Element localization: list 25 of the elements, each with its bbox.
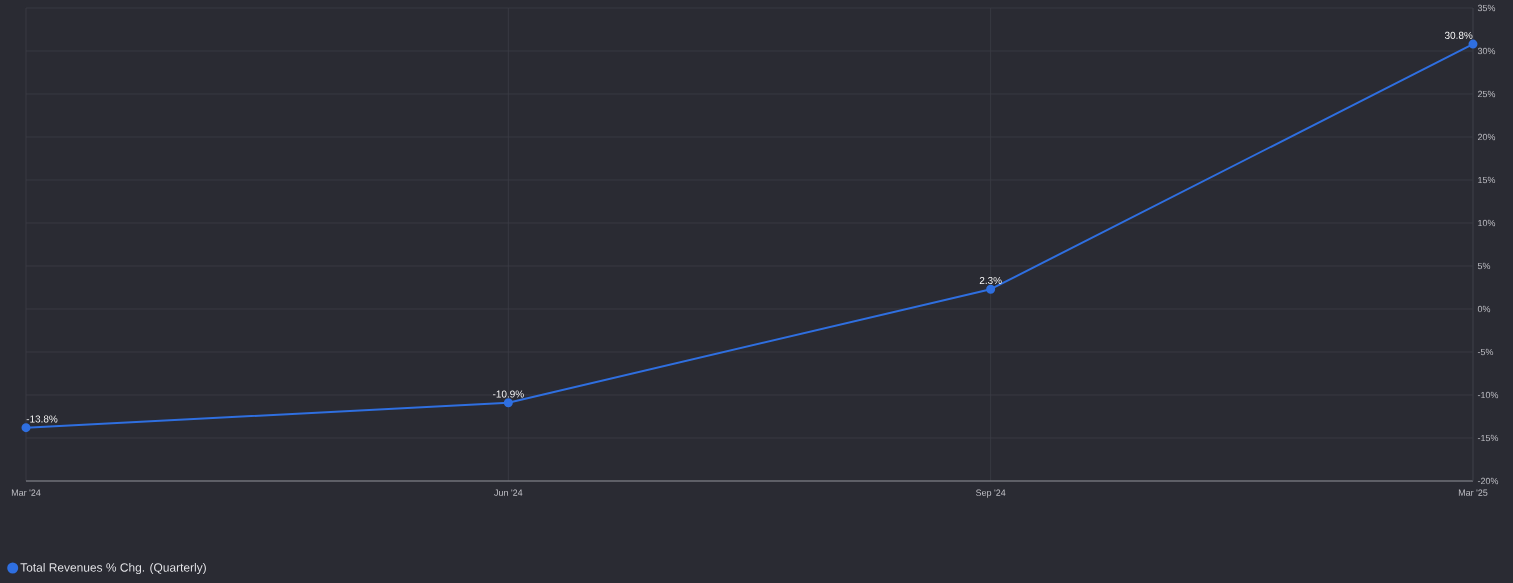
y-tick-label: -15% xyxy=(1477,434,1499,442)
data-label: -10.9% xyxy=(492,390,524,398)
x-tick-label: Sep '24 xyxy=(976,489,1006,498)
y-tick-label: 30% xyxy=(1477,47,1496,55)
y-tick-label: -20% xyxy=(1477,477,1499,485)
y-tick-label: 10% xyxy=(1478,219,1496,227)
y-tick-label: 15% xyxy=(1478,176,1496,184)
y-tick-label: 20% xyxy=(1477,133,1496,141)
x-tick-label: Mar '24 xyxy=(11,489,41,496)
data-label: -13.8% xyxy=(26,415,58,423)
point xyxy=(1468,39,1478,49)
x-tick-label: Mar '25 xyxy=(1458,489,1488,496)
legend-label: Total Revenues % Chg. (Quarterly) xyxy=(20,562,206,575)
point xyxy=(21,423,31,433)
x-tick-label: Jun '24 xyxy=(494,489,523,496)
y-tick-label: 0% xyxy=(1477,305,1491,313)
y-tick-label: -10% xyxy=(1477,391,1499,399)
point xyxy=(503,398,513,408)
data-label: 30.8% xyxy=(1444,31,1473,39)
data-label: 2.3% xyxy=(979,276,1002,285)
y-tick-label: 25% xyxy=(1477,90,1496,98)
point xyxy=(986,284,996,294)
y-tick-label: 35% xyxy=(1477,4,1496,12)
y-tick-label: -5% xyxy=(1477,348,1494,356)
y-tick-label: 5% xyxy=(1477,262,1491,270)
